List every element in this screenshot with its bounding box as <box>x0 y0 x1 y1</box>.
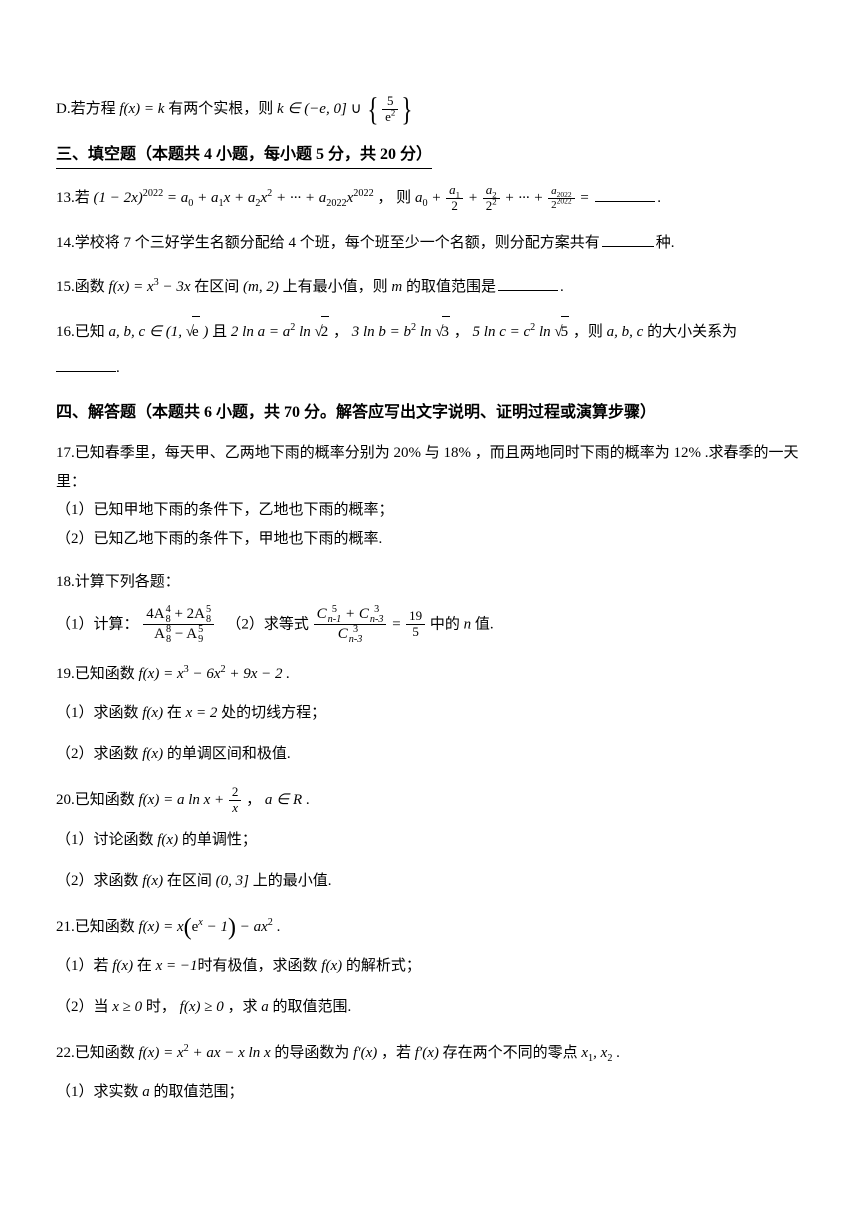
q18-frac1: 4A48 + 2A58 A88 − A59 <box>143 605 214 645</box>
q20: 20.已知函数 f(x) = a ln x + 2x ， a ∈ R . （1）… <box>56 785 804 898</box>
q14-blank <box>602 232 654 247</box>
q13: 13.若 (1 − 2x)2022 = a0 + a1x + a2x2 + ··… <box>56 183 804 214</box>
q14: 14.学校将 7 个三好学生名额分配给 4 个班，每个班至少一个名额，则分配方案… <box>56 228 804 258</box>
q17: 17.已知春季里，每天甲、乙两地下雨的概率分别为 20% 与 18% ，而且两地… <box>56 439 804 553</box>
option-d-cup: ∪ <box>347 101 365 117</box>
option-d-range: k ∈ (−e, 0] <box>277 101 347 117</box>
option-d-prefix: D.若方程 <box>56 101 116 117</box>
q15-blank <box>498 276 558 291</box>
rparen-icon: ) <box>228 914 236 940</box>
q16-blank <box>56 357 116 372</box>
q19: 19.已知函数 f(x) = x3 − 6x2 + 9x − 2 . （1）求函… <box>56 659 804 771</box>
q13-blank <box>595 187 655 202</box>
q18: 18.计算下列各题： （1）计算： 4A48 + 2A58 A88 − A59 … <box>56 567 804 645</box>
q15: 15.函数 f(x) = x3 − 3x 在区间 (m, 2) 上有最小值，则 … <box>56 272 804 302</box>
section-4-heading: 四、解答题（本题共 6 小题，共 70 分。解答应写出文字说明、证明过程或演算步… <box>56 401 804 425</box>
option-d: D.若方程 f(x) = k 有两个实根，则 k ∈ (−e, 0] ∪ {5e… <box>56 94 804 125</box>
q16: 16.已知 a, b, c ∈ (1, √e ) 且 2 ln a = a2 l… <box>56 316 804 383</box>
q22: 22.已知函数 f(x) = x2 + ax − x ln x 的导函数为 f′… <box>56 1038 804 1109</box>
option-d-mid: 有两个实根，则 <box>168 101 277 117</box>
sqrt-icon: √e <box>186 316 200 347</box>
lparen-icon: ( <box>184 914 192 940</box>
option-d-eq: f(x) = k <box>116 101 169 117</box>
q21: 21.已知函数 f(x) = x(ex − 1) − ax2 . （1）若 f(… <box>56 912 804 1024</box>
q18-frac2: C5n-1 + C3n-3 C3n-3 <box>314 605 387 645</box>
section-3-heading: 三、填空题（本题共 4 小题，每小题 5 分，共 20 分） <box>56 143 804 169</box>
option-d-frac: 5e2 <box>382 94 398 125</box>
